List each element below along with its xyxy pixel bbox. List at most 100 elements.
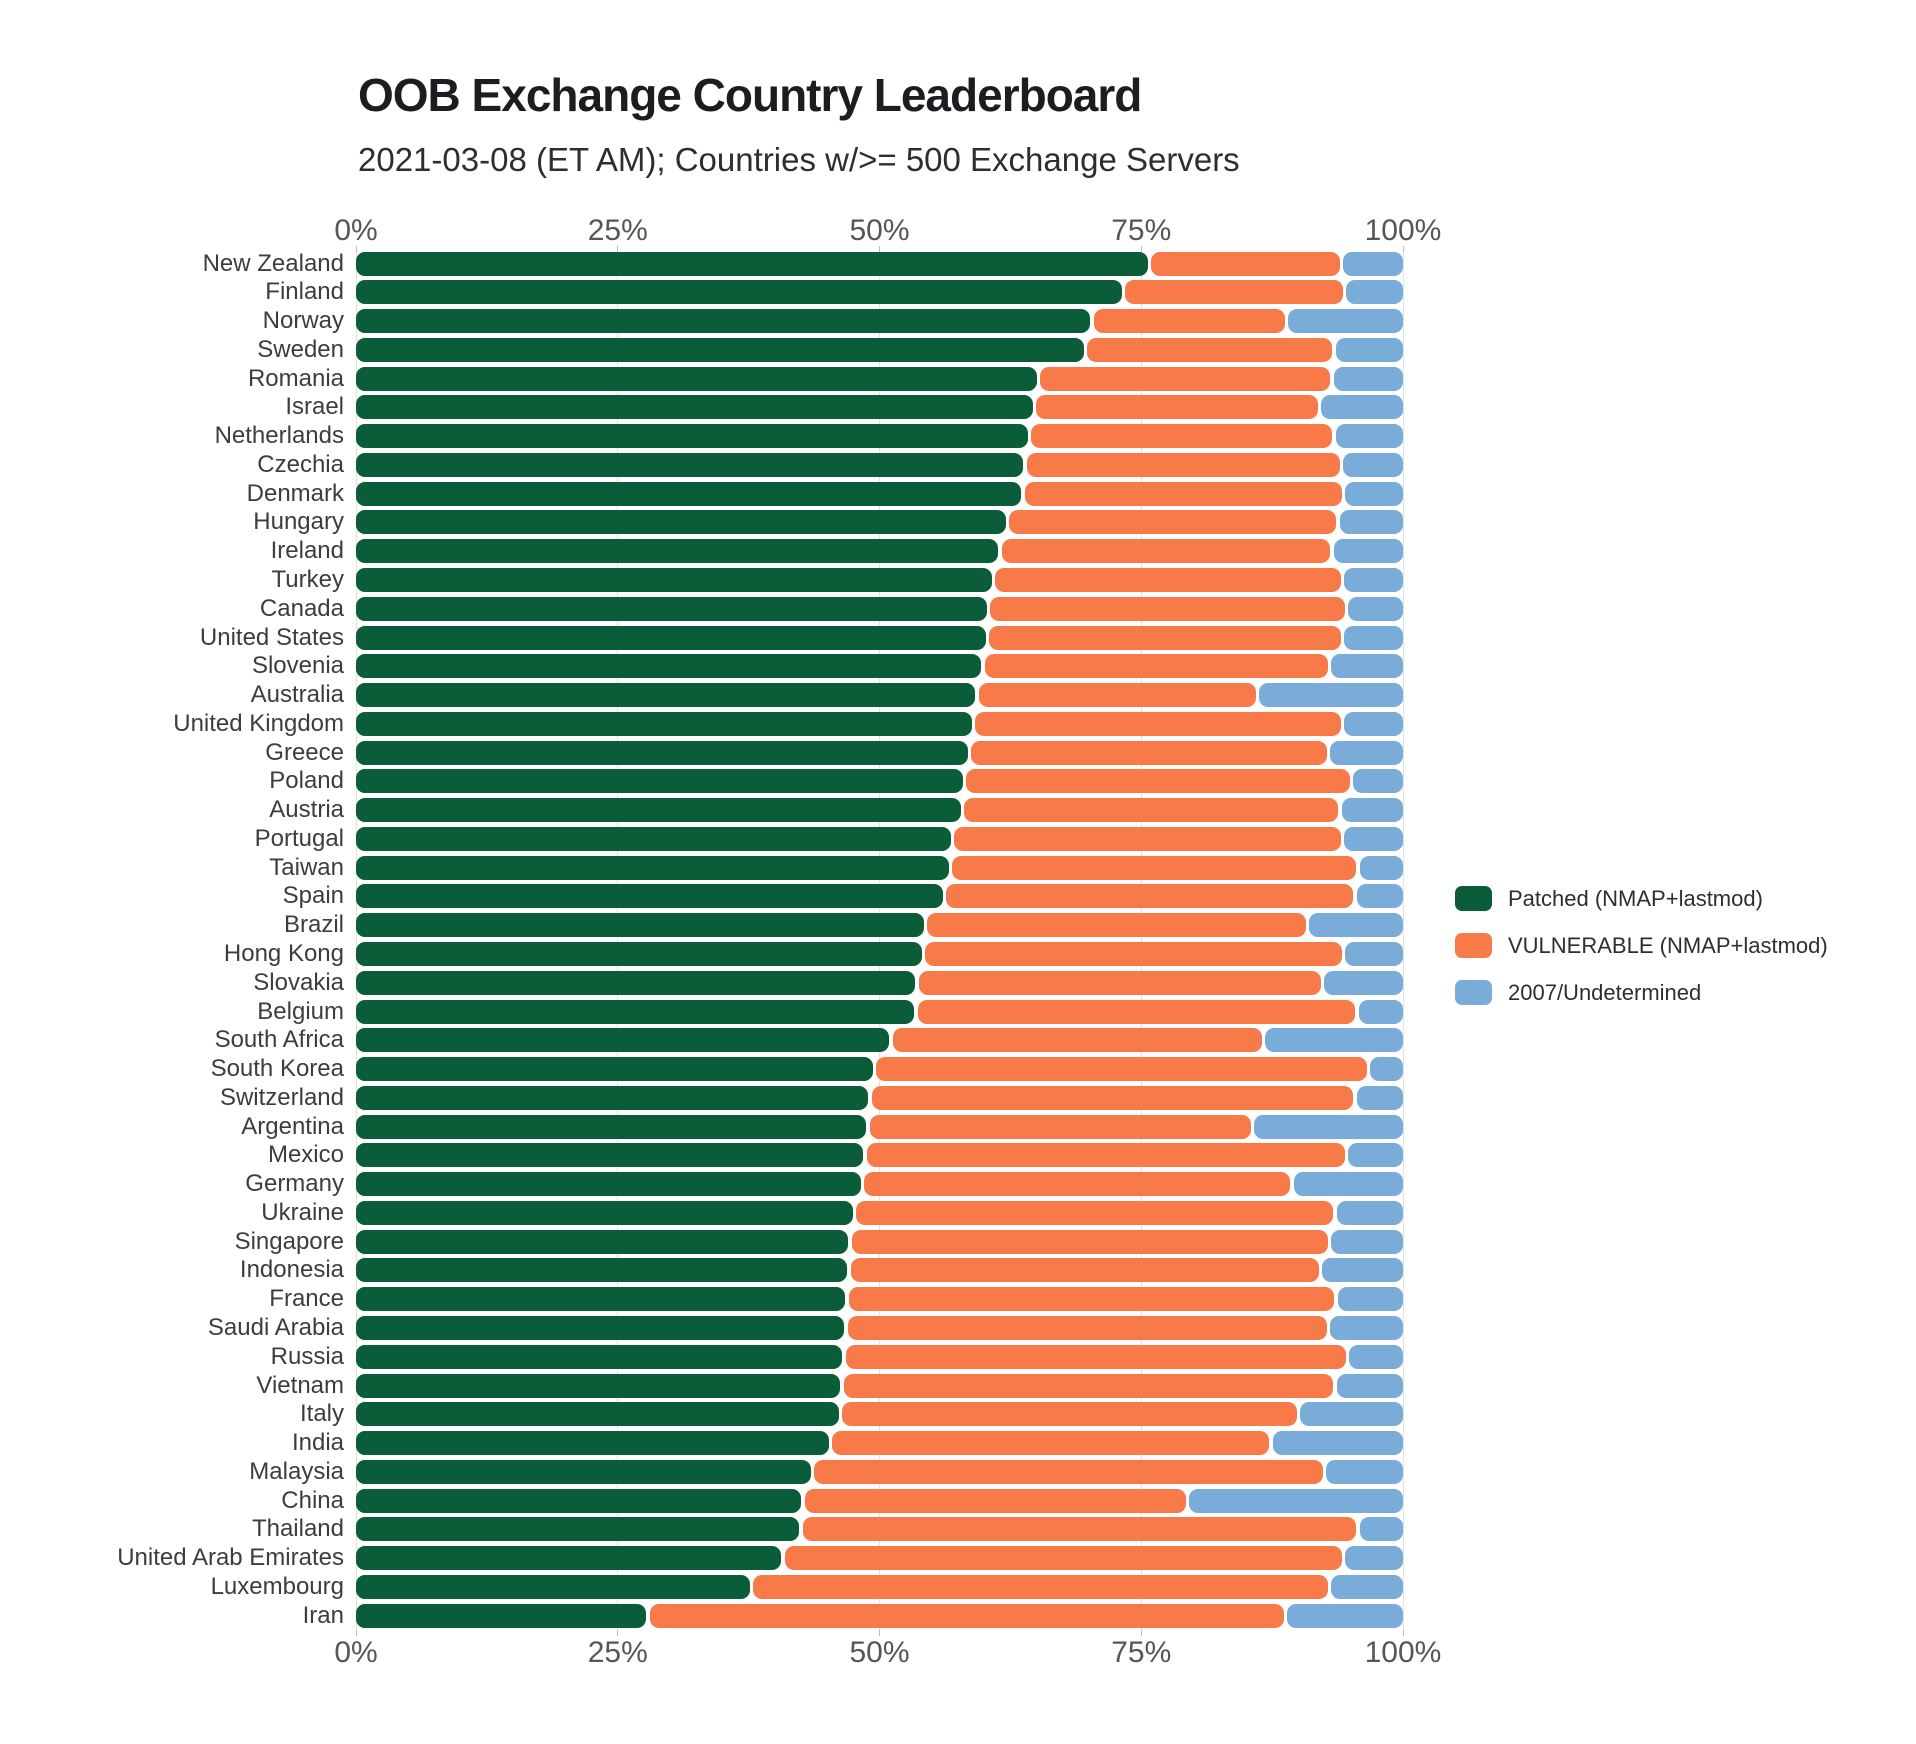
legend-swatch-patched-icon [1455, 886, 1492, 911]
bar-row [356, 1229, 1403, 1254]
bar-segment-undetermined [1330, 740, 1403, 765]
bar-segment-vulnerable [989, 625, 1341, 650]
bar-row [356, 884, 1403, 909]
bar-segment-undetermined [1353, 769, 1403, 794]
bar-segment-undetermined [1287, 1603, 1403, 1628]
x-axis-label-top: 0% [334, 214, 378, 247]
category-label: India [291, 1429, 344, 1457]
bar-row [356, 855, 1403, 880]
bar-segment-patched [356, 452, 1024, 477]
bar-segment-patched [356, 1172, 862, 1197]
bar-segment-patched [356, 1229, 849, 1254]
bar-segment-vulnerable [975, 711, 1341, 736]
bar-segment-vulnerable [892, 1028, 1263, 1053]
bar-segment-vulnerable [871, 1085, 1354, 1110]
tick-mark [617, 246, 619, 252]
category-label: Austria [269, 796, 344, 824]
category-label: Ireland [270, 537, 344, 565]
bar-segment-patched [356, 1028, 890, 1053]
legend-swatch-vulnerable-icon [1455, 933, 1492, 958]
x-axis-label-bottom: 75% [1111, 1636, 1172, 1669]
bar-segment-patched [356, 309, 1091, 334]
legend-label-vulnerable: VULNERABLE (NMAP+lastmod) [1508, 933, 1828, 958]
bar-segment-undetermined [1326, 1459, 1403, 1484]
bar-segment-patched [356, 596, 987, 621]
category-label: United Arab Emirates [117, 1544, 344, 1572]
category-label: United States [199, 623, 344, 651]
bar-segment-undetermined [1333, 366, 1403, 391]
bar-row [356, 1546, 1403, 1571]
bar-segment-undetermined [1359, 1517, 1403, 1542]
bar-segment-vulnerable [925, 941, 1342, 966]
bar-row [356, 1258, 1403, 1283]
bar-row [356, 1431, 1403, 1456]
bar-row [356, 596, 1403, 621]
legend-item-patched[interactable]: Patched (NMAP+lastmod) [1455, 886, 1763, 911]
bar-segment-vulnerable [649, 1603, 1285, 1628]
bar-segment-undetermined [1341, 798, 1403, 823]
bar-segment-vulnerable [851, 1229, 1328, 1254]
bar-segment-patched [356, 711, 973, 736]
bar-segment-undetermined [1348, 596, 1403, 621]
bar-segment-undetermined [1342, 452, 1403, 477]
gridline-0 [355, 250, 357, 1634]
bar-segment-vulnerable [995, 567, 1341, 592]
bar-segment-patched [356, 1488, 802, 1513]
category-label: Switzerland [219, 1083, 344, 1111]
category-label: Poland [269, 767, 344, 795]
bar-segment-patched [356, 884, 943, 909]
bar-segment-patched [356, 1258, 848, 1283]
tick-mark [1140, 246, 1142, 252]
bar-segment-patched [356, 683, 976, 708]
bar-row [356, 280, 1403, 305]
bar-segment-patched [356, 1431, 829, 1456]
bar-segment-vulnerable [831, 1431, 1270, 1456]
category-label: Greece [265, 738, 344, 766]
category-label: Saudi Arabia [207, 1313, 344, 1341]
tick-mark [355, 1630, 357, 1636]
bar-segment-vulnerable [850, 1258, 1319, 1283]
bar-segment-vulnerable [856, 1200, 1334, 1225]
gridline-100 [1402, 250, 1404, 1634]
x-axis-label-top: 75% [1111, 214, 1172, 247]
bar-row [356, 625, 1403, 650]
bar-row [356, 539, 1403, 564]
bar-segment-undetermined [1356, 884, 1403, 909]
tick-mark [879, 246, 880, 252]
bar-segment-undetermined [1300, 1402, 1403, 1427]
bar-row [356, 683, 1403, 708]
bar-segment-vulnerable [966, 769, 1350, 794]
bar-segment-vulnerable [843, 1373, 1334, 1398]
bar-row [356, 1344, 1403, 1369]
legend-item-vulnerable[interactable]: VULNERABLE (NMAP+lastmod) [1455, 933, 1828, 958]
bar-segment-vulnerable [866, 1143, 1345, 1168]
bar-segment-vulnerable [845, 1344, 1346, 1369]
bar-segment-vulnerable [1151, 251, 1340, 276]
legend-item-undetermined[interactable]: 2007/Undetermined [1455, 980, 1701, 1005]
category-label: Spain [282, 882, 344, 910]
bar-segment-undetermined [1331, 654, 1403, 679]
category-label: Argentina [241, 1112, 344, 1140]
bar-segment-undetermined [1346, 280, 1403, 305]
bar-segment-patched [356, 1546, 782, 1571]
tick-mark [355, 246, 357, 252]
bar-row [356, 941, 1403, 966]
bar-segment-undetermined [1288, 309, 1403, 334]
bar-row [356, 913, 1403, 938]
bar-segment-undetermined [1336, 1200, 1403, 1225]
bar-segment-vulnerable [784, 1546, 1342, 1571]
category-label: Czechia [257, 450, 344, 478]
bar-segment-vulnerable [952, 855, 1357, 880]
category-label: Vietnam [256, 1371, 344, 1399]
category-label: Israel [285, 393, 344, 421]
bar-segment-vulnerable [1040, 366, 1331, 391]
bar-segment-undetermined [1331, 1229, 1403, 1254]
bar-segment-undetermined [1343, 826, 1403, 851]
tick-mark [1402, 246, 1404, 252]
bar-segment-patched [356, 625, 986, 650]
category-label: Singapore [234, 1227, 344, 1255]
category-label: South Africa [214, 1026, 344, 1054]
category-label: Italy [299, 1400, 344, 1428]
bar-segment-vulnerable [802, 1517, 1357, 1542]
category-label: Germany [245, 1170, 344, 1198]
